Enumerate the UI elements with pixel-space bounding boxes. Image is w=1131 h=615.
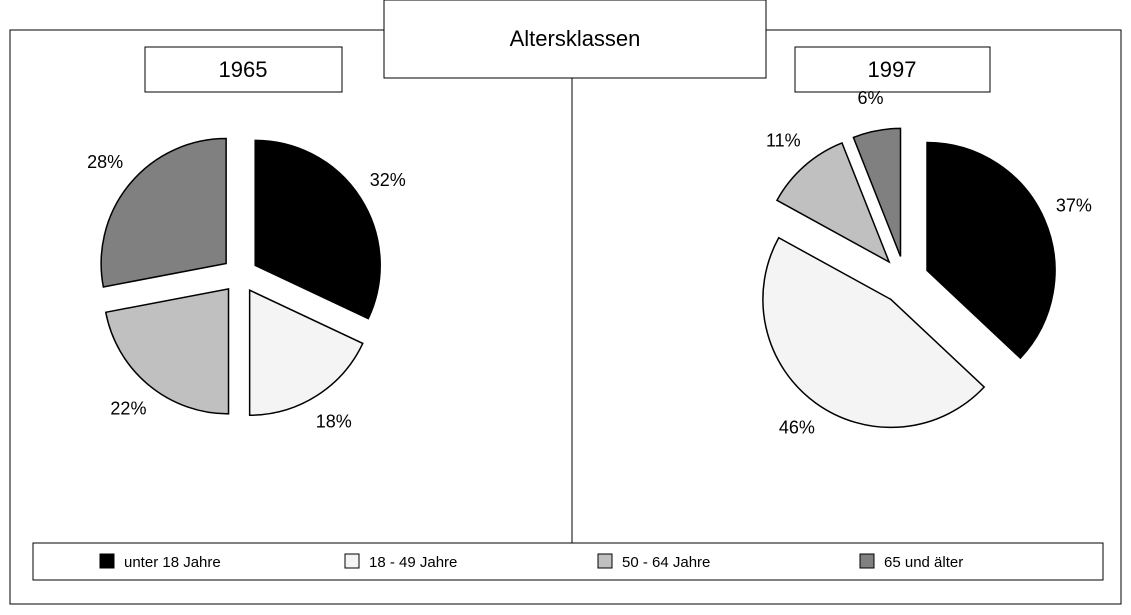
pie-title-box [144,46,343,93]
pie-title-box [794,46,991,93]
title-box [383,0,767,79]
pie-slice [852,127,902,257]
pie-slice [254,139,381,320]
pie-slice [926,141,1056,360]
data-label: 6% [858,88,884,108]
legend-swatch [99,553,115,569]
data-label: 32% [370,170,406,190]
legend-label: 18 - 49 Jahre [369,554,457,571]
chart-title: Altersklassen [510,26,641,51]
pie-slice [248,289,364,416]
legend-label: 65 und älter [884,554,963,571]
data-label: 11% [766,131,801,151]
pie-slice [100,137,227,288]
pie-slice [104,287,230,415]
data-label: 18% [316,412,352,432]
legend-box [32,542,1104,581]
pie-slice [762,236,986,429]
pie-title: 1965 [219,57,268,82]
data-label: 22% [110,399,146,419]
pie-slice [775,142,891,264]
legend-swatch [344,553,360,569]
legend-swatch [597,553,613,569]
legend-swatch [859,553,875,569]
data-label: 37% [1056,196,1092,216]
pie-title: 1997 [868,57,917,82]
legend-label: 50 - 64 Jahre [622,554,710,571]
data-label: 46% [779,418,815,438]
data-label: 28% [87,152,123,172]
legend-label: unter 18 Jahre [124,554,221,571]
